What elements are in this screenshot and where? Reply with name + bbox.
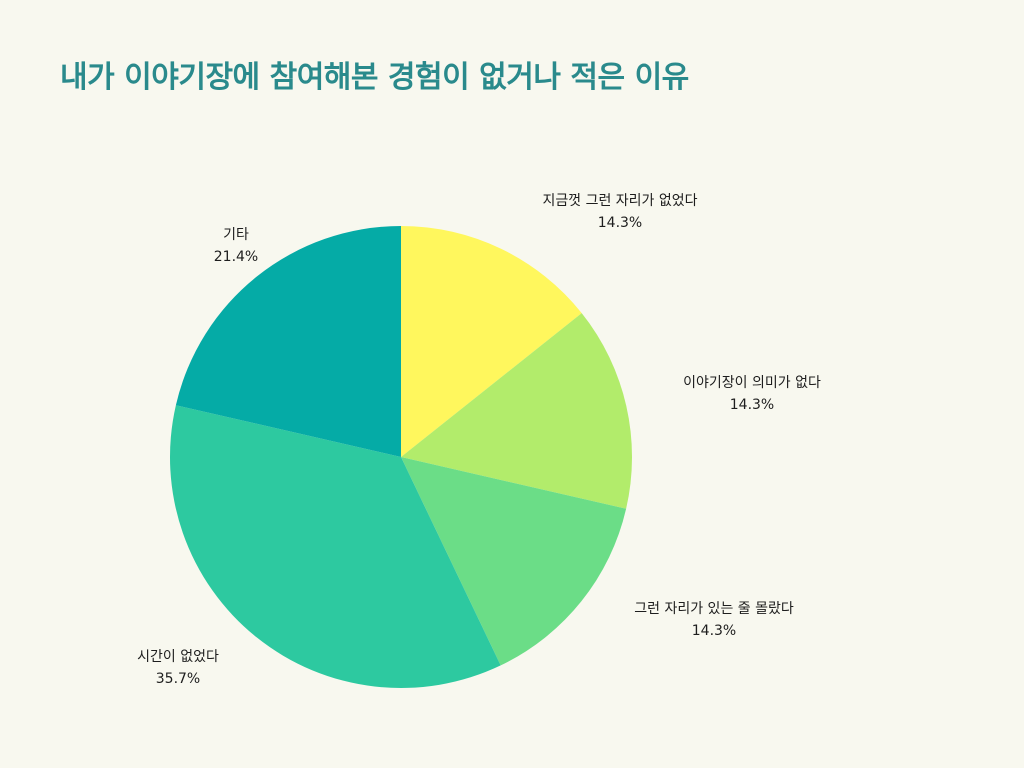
chart-title: 내가 이야기장에 참여해본 경험이 없거나 적은 이유 [60, 60, 689, 95]
pie-slice [169, 405, 501, 689]
slice-label-name: 지금껏 그런 자리가 없었다 [542, 193, 698, 209]
slice-label: 그런 자리가 있는 줄 몰랐다 14.3% [634, 598, 793, 642]
slice-label: 이야기장이 의미가 없다 14.3% [683, 372, 821, 416]
slice-label-value: 35.7% [155, 671, 201, 687]
slice-label-value: 14.3% [691, 623, 737, 639]
slice-label: 시간이 없었다 35.7% [137, 646, 219, 690]
slice-label-name: 기타 [223, 227, 249, 243]
slice-label-name: 그런 자리가 있는 줄 몰랐다 [634, 601, 794, 617]
slice-label-value: 14.3% [597, 215, 643, 231]
pie-slice [401, 313, 633, 509]
pie-slice [401, 457, 627, 666]
slice-label-value: 14.3% [729, 397, 775, 413]
slice-label-value: 21.4% [213, 249, 259, 265]
slice-label-name: 이야기장이 의미가 없다 [683, 375, 821, 391]
pie-slice [401, 226, 582, 457]
slice-label: 기타 21.4% [214, 224, 258, 268]
pie-slice [175, 225, 401, 457]
slice-label: 지금껏 그런 자리가 없었다 14.3% [542, 190, 697, 234]
slice-label-name: 시간이 없었다 [137, 649, 219, 665]
